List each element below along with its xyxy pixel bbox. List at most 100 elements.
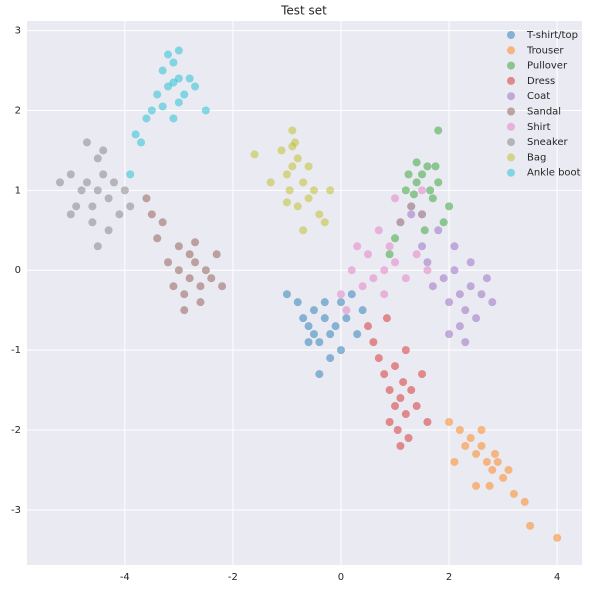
scatter-point (499, 473, 508, 482)
scatter-point (423, 266, 432, 275)
scatter-point (326, 330, 335, 339)
scatter-point (164, 50, 173, 59)
scatter-point (412, 178, 421, 187)
scatter-point (82, 138, 91, 147)
scatter-point (99, 170, 108, 179)
scatter-point (353, 242, 362, 251)
scatter-point (142, 114, 151, 123)
scatter-point (201, 266, 210, 275)
scatter-point (401, 410, 410, 419)
scatter-point (490, 449, 499, 458)
scatter-point (191, 238, 200, 247)
scatter-point (66, 170, 75, 179)
scatter-point (326, 186, 335, 195)
scatter-point (472, 449, 481, 458)
scatter-point (431, 162, 440, 171)
legend-marker (507, 61, 515, 70)
scatter-point (412, 402, 421, 411)
scatter-point (315, 338, 324, 347)
scatter-point (326, 354, 335, 363)
x-tick-label: -4 (120, 572, 130, 583)
y-tick-label: 3 (15, 26, 21, 37)
legend-label: Coat (527, 91, 550, 102)
scatter-point (185, 74, 194, 83)
scatter-point (461, 441, 470, 450)
scatter-point (304, 338, 313, 347)
scatter-point (434, 126, 443, 135)
scatter-point (185, 250, 194, 259)
scatter-point (466, 433, 475, 442)
scatter-point (450, 266, 459, 275)
scatter-point (293, 298, 302, 307)
scatter-point (99, 146, 108, 155)
y-tick-label: -3 (11, 505, 21, 516)
scatter-point (466, 258, 475, 267)
scatter-point (374, 354, 383, 363)
legend-label: Ankle boot (527, 168, 581, 179)
scatter-point (391, 362, 400, 371)
scatter-point (439, 274, 448, 283)
scatter-point (482, 274, 491, 283)
scatter-point (191, 258, 200, 267)
scatter-point (439, 218, 448, 227)
scatter-point (309, 186, 318, 195)
scatter-point (174, 74, 183, 83)
scatter-point (358, 306, 367, 315)
scatter-point (353, 330, 362, 339)
scatter-point (342, 306, 351, 315)
scatter-point (358, 282, 367, 291)
scatter-point (110, 178, 119, 187)
scatter-point (266, 178, 275, 187)
scatter-point (380, 266, 389, 275)
scatter-point (488, 298, 497, 307)
scatter-point (196, 298, 205, 307)
scatter-point (428, 282, 437, 291)
legend-marker (507, 46, 515, 55)
scatter-point (169, 282, 178, 291)
scatter-point (201, 106, 210, 115)
scatter-point (55, 178, 64, 187)
scatter-point (477, 290, 486, 299)
scatter-point (396, 441, 405, 450)
scatter-point (418, 370, 427, 379)
scatter-point (88, 218, 97, 227)
scatter-point (363, 322, 372, 331)
scatter-point (380, 290, 389, 299)
scatter-point (434, 226, 443, 235)
scatter-point (477, 441, 486, 450)
scatter-point (445, 202, 454, 211)
scatter-point (191, 82, 200, 91)
scatter-point (520, 497, 529, 506)
scatter-point (369, 338, 378, 347)
scatter-point (404, 170, 413, 179)
scatter-point (288, 126, 297, 135)
scatter-point (472, 481, 481, 490)
scatter-point (445, 330, 454, 339)
legend-marker (507, 168, 515, 177)
scatter-point (104, 226, 113, 235)
scatter-point (169, 58, 178, 67)
scatter-point (158, 218, 167, 227)
scatter-point (391, 194, 400, 203)
y-tick-label: 1 (15, 185, 21, 196)
x-tick-label: -2 (228, 572, 238, 583)
scatter-point (423, 418, 432, 427)
scatter-point (82, 178, 91, 187)
scatter-point (428, 194, 437, 203)
scatter-point (455, 322, 464, 331)
scatter-point (153, 234, 162, 243)
scatter-point (115, 210, 124, 219)
scatter-point (396, 218, 405, 227)
scatter-point (320, 218, 329, 227)
scatter-point (309, 306, 318, 315)
scatter-point (288, 142, 297, 151)
scatter-point (282, 290, 291, 299)
scatter-point (382, 314, 391, 323)
scatter-point (320, 314, 329, 323)
scatter-point (472, 314, 481, 323)
scatter-point (404, 433, 413, 442)
scatter-point (391, 402, 400, 411)
scatter-point (293, 154, 302, 163)
scatter-point (180, 306, 189, 315)
